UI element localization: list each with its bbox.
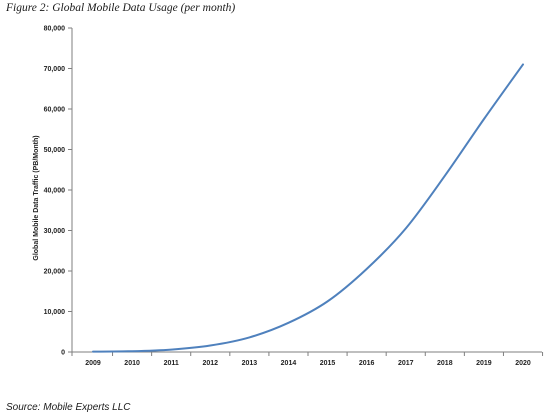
x-tick-label: 2017	[398, 360, 414, 367]
series-line	[92, 63, 524, 353]
y-tick-label: 30,000	[44, 228, 66, 235]
figure-caption: Figure 2: Global Mobile Data Usage (per …	[6, 2, 236, 14]
y-tick-label: 50,000	[44, 147, 66, 154]
y-axis-title: Global Mobile Data Traffic (PB/Month)	[33, 135, 40, 260]
source-note: Source: Mobile Experts LLC	[6, 402, 131, 413]
y-tick-label: 10,000	[44, 309, 66, 316]
x-tick-label: 2015	[320, 360, 336, 367]
x-tick-label: 2016	[359, 360, 375, 367]
y-tick-label: 70,000	[44, 66, 66, 73]
x-tick-label: 2019	[476, 360, 492, 367]
x-tick-label: 2011	[164, 360, 179, 367]
x-tick-label: 2012	[202, 360, 218, 367]
y-tick-label: 80,000	[44, 26, 66, 33]
x-tick-label: 2009	[85, 360, 101, 367]
x-tick-label: 2013	[242, 360, 258, 367]
x-axis: 2009 2010 2011 2012 2013 2014 2015 2016 2017 2018…	[71, 351, 544, 367]
x-tick-label: 2020	[515, 360, 531, 367]
x-tick-label: 2018	[437, 360, 453, 367]
x-tick-label: 2010	[124, 360, 140, 367]
y-tick-label: 60,000	[44, 107, 66, 114]
x-tick-label: 2014	[281, 360, 297, 367]
y-axis: 0 10,000 20,000 30,000 40,000 50,000 60,000 70,…	[44, 26, 73, 357]
y-tick-label: 40,000	[44, 188, 66, 195]
y-tick-label: 20,000	[44, 269, 66, 276]
series-group	[92, 63, 524, 353]
y-tick-label: 0	[61, 350, 65, 357]
